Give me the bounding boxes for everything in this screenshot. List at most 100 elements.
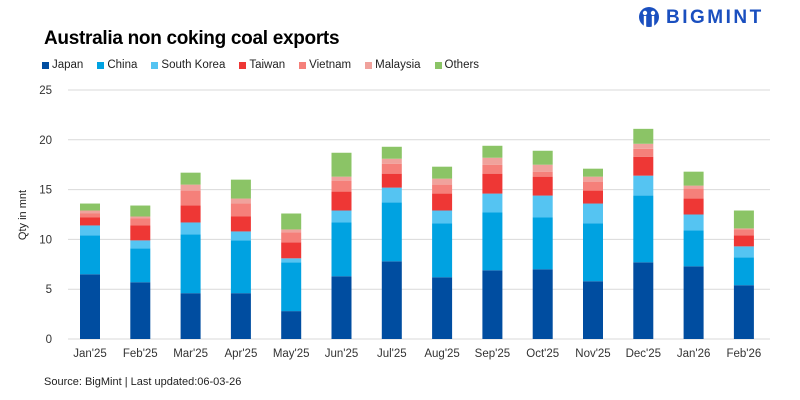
bar-segment-china — [331, 222, 352, 277]
bar-segment-china — [583, 223, 603, 282]
bar-segment-japan — [230, 293, 251, 339]
bar-segment-malaysia — [532, 164, 553, 172]
legend-item-japan: Japan — [42, 59, 83, 71]
bar-segment-malaysia — [281, 229, 302, 233]
bar-segment-south-korea — [633, 175, 654, 196]
bar-segment-south-korea — [130, 240, 151, 249]
bar-segment-others — [482, 145, 503, 158]
bar-segment-malaysia — [633, 143, 654, 149]
y-axis-label: Qty in mnt — [17, 190, 29, 240]
bar-segment-others — [532, 150, 553, 165]
bar-segment-vietnam — [733, 229, 754, 236]
x-tick-label: Jan'26 — [677, 348, 711, 360]
bar-segment-china — [130, 248, 151, 283]
bar-segment-japan — [532, 269, 553, 339]
x-tick-label: Feb'26 — [726, 348, 761, 360]
chart-title: Australia non coking coal exports — [44, 28, 340, 49]
bar-segment-japan — [281, 311, 302, 339]
legend-item-taiwan: Taiwan — [239, 59, 285, 71]
bar-segment-taiwan — [381, 173, 402, 188]
bar-segment-vietnam — [381, 163, 402, 174]
y-tick-label: 15 — [39, 185, 52, 197]
legend-item-others: Others — [434, 59, 479, 71]
bar-segment-vietnam — [331, 180, 352, 192]
bar-segment-others — [331, 152, 352, 177]
bar-segment-taiwan — [180, 205, 201, 223]
x-tick-label: Jun'25 — [325, 348, 359, 360]
bar-segment-south-korea — [432, 210, 453, 224]
bar-segment-south-korea — [230, 231, 251, 241]
bar-segment-others — [180, 172, 201, 185]
bar-segment-malaysia — [381, 158, 402, 164]
bar-segment-malaysia — [432, 178, 453, 185]
bar-segment-japan — [80, 274, 100, 339]
bar-segment-malaysia — [80, 210, 100, 214]
x-tick-label: Aug'25 — [424, 348, 459, 360]
y-tick-label: 5 — [46, 284, 52, 296]
y-tick-label: 25 — [39, 85, 52, 97]
legend-swatch — [365, 61, 373, 69]
legend-swatch — [299, 61, 307, 69]
x-tick-label: Dec'25 — [626, 348, 661, 360]
bar-segment-others — [432, 166, 453, 179]
bar-segment-south-korea — [733, 246, 754, 258]
bar-segment-taiwan — [683, 198, 704, 215]
bar-segment-vietnam — [180, 190, 201, 206]
bar-segment-south-korea — [532, 195, 553, 218]
legend-swatch — [42, 61, 49, 69]
bar-segment-others — [381, 146, 402, 159]
bar-segment-south-korea — [331, 210, 352, 223]
bar-segment-vietnam — [482, 164, 503, 174]
bar-segment-japan — [180, 293, 201, 339]
bar-segment-china — [482, 212, 503, 271]
bar-segment-malaysia — [331, 176, 352, 181]
legend-label: Vietnam — [309, 59, 352, 71]
bar-segment-japan — [583, 281, 603, 339]
bar-segment-south-korea — [281, 258, 302, 263]
bar-segment-taiwan — [733, 235, 754, 247]
bar-segment-others — [230, 179, 251, 199]
bar-segment-vietnam — [80, 213, 100, 218]
x-tick-label: Apr'25 — [224, 348, 257, 360]
bar-segment-china — [281, 262, 302, 312]
bar-segment-vietnam — [230, 203, 251, 217]
bar-segment-taiwan — [230, 216, 251, 232]
legend-item-china: China — [97, 59, 137, 71]
legend-label: Taiwan — [249, 59, 286, 71]
x-tick-label: Sep'25 — [475, 348, 510, 360]
x-tick-label: Jan'25 — [73, 348, 107, 360]
bar-segment-taiwan — [583, 190, 603, 204]
bar-segment-south-korea — [180, 222, 201, 235]
bar-segment-south-korea — [583, 203, 603, 224]
bar-segment-japan — [432, 277, 453, 339]
bar-segment-taiwan — [331, 191, 352, 211]
bar-segment-japan — [331, 276, 352, 339]
bar-segment-japan — [130, 282, 151, 339]
bar-segment-vietnam — [633, 148, 654, 157]
source-note: Source: BigMint | Last updated:06-03-26 — [44, 376, 242, 388]
bar-segment-others — [80, 203, 100, 211]
legend-item-south-korea: South Korea — [151, 59, 225, 71]
y-tick-label: 10 — [39, 234, 52, 246]
bar-segment-vietnam — [532, 171, 553, 177]
bar-segment-taiwan — [482, 173, 503, 194]
x-tick-label: Oct'25 — [526, 348, 559, 360]
bar-segment-vietnam — [130, 218, 151, 226]
x-tick-label: Feb'25 — [123, 348, 158, 360]
x-tick-label: Jul'25 — [377, 348, 407, 360]
legend-swatch — [97, 61, 105, 69]
bar-segment-others — [583, 168, 603, 177]
bar-segment-china — [633, 195, 654, 263]
bar-segment-vietnam — [432, 184, 453, 194]
bar-segment-taiwan — [432, 193, 453, 211]
legend: Japan China South Korea Taiwan Vietnam Malays… — [42, 59, 479, 71]
bar-segment-malaysia — [230, 198, 251, 204]
bar-segment-others — [683, 171, 704, 186]
bar-segment-china — [733, 257, 754, 286]
bar-segment-china — [683, 230, 704, 267]
x-tick-label: Nov'25 — [575, 348, 610, 360]
bar-segment-others — [130, 205, 151, 217]
bar-segment-others — [733, 210, 754, 229]
